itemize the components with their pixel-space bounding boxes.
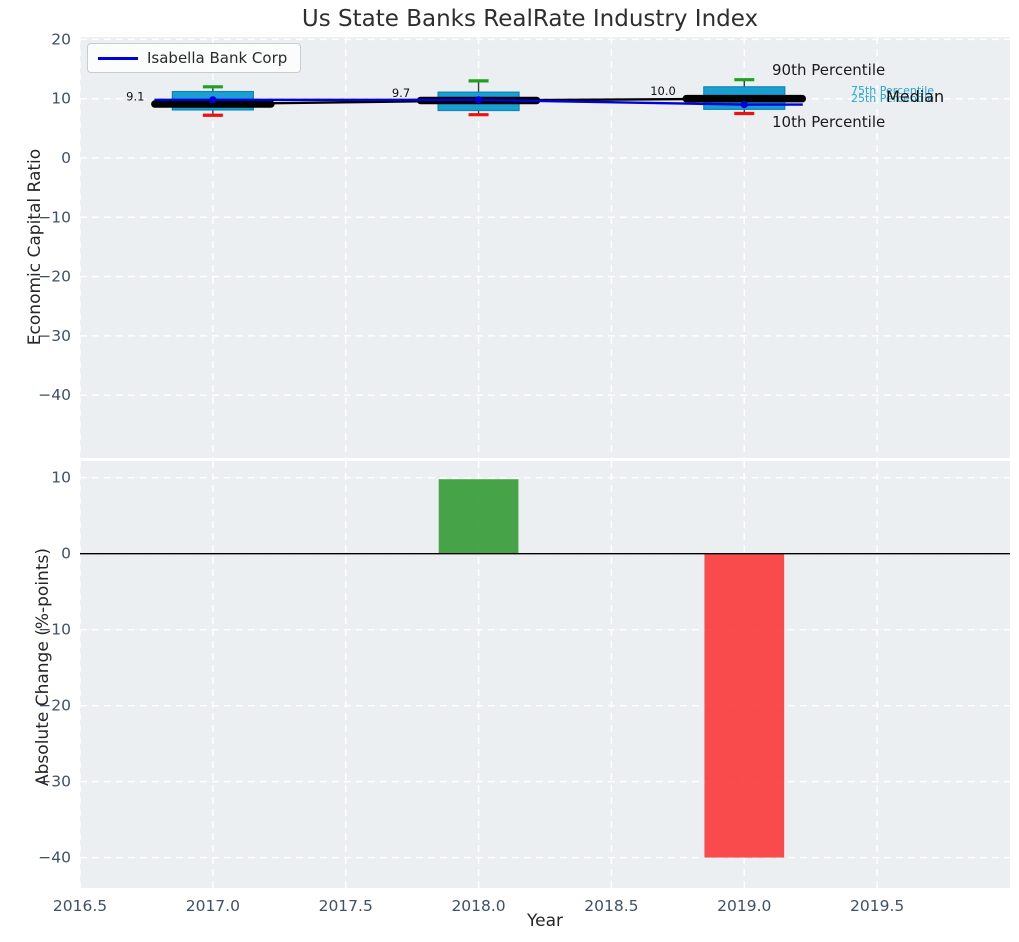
x-tick-label: 2019.0: [717, 897, 771, 915]
y-axis-label-bottom: Absolute Change (%-points): [33, 548, 53, 786]
bar-2018: [438, 479, 519, 554]
annotation-10th-percentile: 10th Percentile: [772, 113, 886, 131]
y-tick-label-top: −20: [38, 268, 71, 286]
company-marker-2017: [209, 96, 217, 104]
y-axis-label-top: Economic Capital Ratio: [25, 148, 45, 346]
y-tick-label-bottom: −10: [38, 621, 71, 639]
annotation-90th-percentile: 90th Percentile: [772, 61, 886, 79]
median-value-label-2018: 9.7: [392, 86, 410, 100]
median-value-label-2017: 9.1: [126, 90, 144, 104]
legend-line-sample: [98, 56, 138, 60]
chart-title: Us State Banks RealRate Industry Index: [301, 6, 759, 32]
x-tick-label: 2019.5: [850, 897, 904, 915]
bar-2019: [704, 553, 785, 858]
y-tick-label-top: 10: [51, 90, 71, 108]
y-tick-label-top: 0: [61, 149, 71, 167]
y-tick-label-bottom: −20: [38, 697, 71, 715]
bottom-axes-background: [80, 461, 1010, 888]
x-tick-label: 2018.5: [584, 897, 638, 915]
x-tick-label: 2017.0: [186, 897, 240, 915]
y-tick-label-bottom: −40: [38, 849, 71, 867]
annotation-25th-percentile: 25th Percentile: [851, 92, 935, 105]
y-tick-label-top: 20: [51, 30, 71, 48]
x-tick-label: 2016.5: [53, 897, 107, 915]
legend-label: Isabella Bank Corp: [147, 49, 288, 67]
annotation-75th-percentile: 75th Percentile: [851, 84, 935, 97]
y-tick-label-top: −40: [38, 386, 71, 404]
y-tick-label-bottom: 0: [61, 545, 71, 563]
y-tick-label-bottom: 10: [51, 469, 71, 487]
x-axis-label: Year: [527, 911, 563, 931]
median-value-label-2019: 10.0: [650, 84, 676, 98]
y-tick-label-top: −30: [38, 327, 71, 345]
x-tick-label: 2017.5: [319, 897, 373, 915]
y-tick-label-bottom: −30: [38, 773, 71, 791]
company-marker-2019: [740, 100, 748, 109]
company-marker-2018: [474, 96, 483, 104]
annotation-median: Median: [886, 87, 945, 106]
x-tick-label: 2018.0: [451, 897, 505, 915]
legend: Isabella Bank Corp: [87, 43, 302, 73]
y-tick-label-top: −10: [38, 208, 71, 226]
